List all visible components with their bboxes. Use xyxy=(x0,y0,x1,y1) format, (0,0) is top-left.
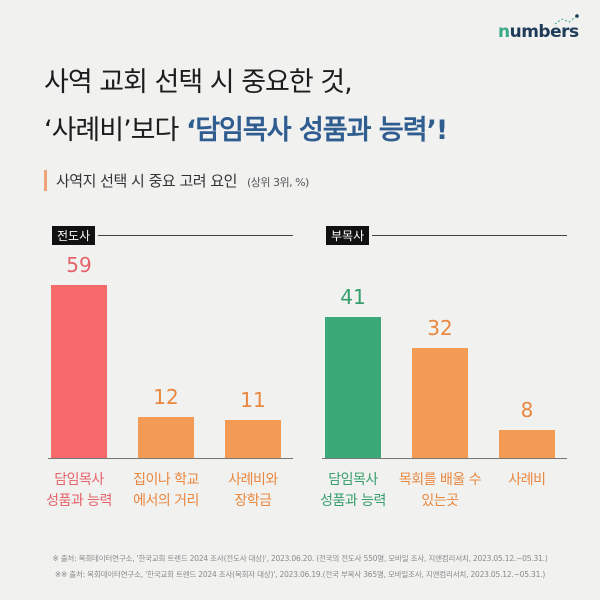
value-label: 12 xyxy=(153,384,179,409)
bar xyxy=(225,420,281,458)
footnote-2: ※※ 출처: 목회데이터연구소, '한국교회 트렌드 2024 조사(목회자 대… xyxy=(54,570,546,579)
value-label: 32 xyxy=(427,315,453,340)
baseline xyxy=(48,458,293,459)
header-rule xyxy=(98,235,293,236)
category-label: 목회를 배울 수 있는곳 xyxy=(398,472,482,509)
footnote-1: ※ 출처: 목회데이터연구소, '한국교회 트렌드 2024 조사(전도사 대상… xyxy=(52,554,548,563)
category-label: 담임목사 성품과 능력 xyxy=(46,472,112,509)
subtitle-note: (상위 3위, %) xyxy=(246,176,309,189)
title-line-2: ‘사례비’보다 ‘담임목사 성품과 능력’! xyxy=(44,108,448,147)
value-label: 59 xyxy=(66,253,92,277)
value-label: 8 xyxy=(520,398,534,423)
logo-text: umbers xyxy=(509,22,580,42)
chart-bumoksa: 부목사 41 담임목사 성품과 능력 32 목회를 배울 수 있는곳 8 사례비 xyxy=(320,226,567,526)
bar xyxy=(138,416,194,458)
numbers-logo: numbers xyxy=(498,14,580,42)
header-rule xyxy=(372,235,567,236)
bar xyxy=(51,285,107,458)
bar xyxy=(499,430,555,458)
baseline xyxy=(322,458,567,459)
trend-dots-icon xyxy=(554,14,579,25)
value-label: 11 xyxy=(240,388,266,413)
logo-n: n xyxy=(498,22,510,42)
subtitle: 사역지 선택 시 중요 고려 요인 (상위 3위, %) xyxy=(44,170,309,191)
category-label: 담임목사 성품과 능력 xyxy=(320,472,386,509)
title-highlight: ‘담임목사 성품과 능력’! xyxy=(185,115,448,146)
chart-title-tag: 부목사 xyxy=(326,226,370,245)
title-line-1: 사역 교회 선택 시 중요한 것, xyxy=(44,67,353,98)
chart-title-tag: 전도사 xyxy=(52,226,96,245)
chart-jeondosa: 전도사 59 담임목사 성품과 능력 12 집이나 학교 에서의 거리 11 사례비와 장학… xyxy=(46,226,293,526)
title-prefix: ‘사례비’보다 xyxy=(44,115,186,146)
category-label: 집이나 학교 에서의 거리 xyxy=(133,472,199,509)
value-label: 41 xyxy=(340,284,366,309)
bar xyxy=(412,347,468,458)
category-label: 사례비와 장학금 xyxy=(228,472,278,509)
subtitle-text: 사역지 선택 시 중요 고려 요인 xyxy=(56,172,237,190)
bar xyxy=(325,316,381,458)
category-label: 사례비 xyxy=(508,472,546,488)
